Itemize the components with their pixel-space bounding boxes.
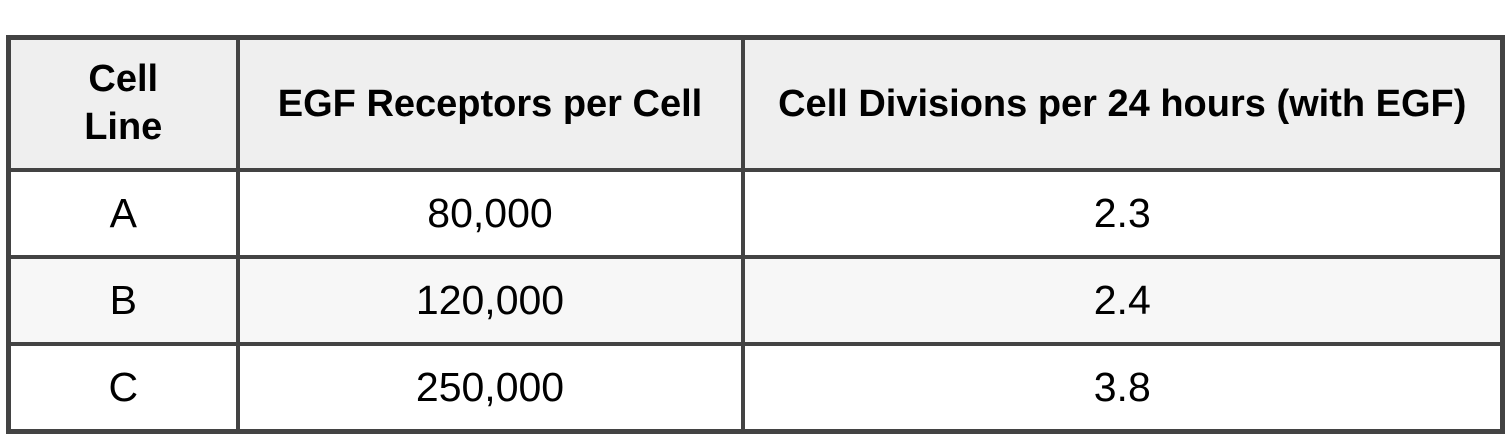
table-row-b: B 120,000 2.4	[6, 255, 1505, 346]
header-cell-line-label: Cell Line	[84, 58, 163, 148]
cell-line-c: C	[6, 342, 240, 434]
header-cell-cell-line: Cell Line	[6, 35, 240, 172]
header-cell-egf-receptors: EGF Receptors per Cell	[235, 35, 745, 172]
divisions-a: 2.3	[740, 168, 1505, 259]
divisions-b: 2.4	[740, 255, 1505, 346]
header-row: Cell Line EGF Receptors per Cell Cell Di…	[6, 35, 1505, 172]
header-cell-cell-divisions: Cell Divisions per 24 hours (with EGF)	[740, 35, 1505, 172]
cell-line-a: A	[6, 168, 240, 259]
egf-data-table: Cell Line EGF Receptors per Cell Cell Di…	[6, 35, 1505, 434]
receptors-a: 80,000	[235, 168, 745, 259]
divisions-c: 3.8	[740, 342, 1505, 434]
header-egf-receptors-label: EGF Receptors per Cell	[277, 82, 703, 125]
table-row-a: A 80,000 2.3	[6, 168, 1505, 259]
receptors-c: 250,000	[235, 342, 745, 434]
cell-line-b: B	[6, 255, 240, 346]
table-row-c: C 250,000 3.8	[6, 342, 1505, 434]
receptors-b: 120,000	[235, 255, 745, 346]
header-cell-divisions-label: Cell Divisions per 24 hours (with EGF)	[778, 82, 1467, 125]
